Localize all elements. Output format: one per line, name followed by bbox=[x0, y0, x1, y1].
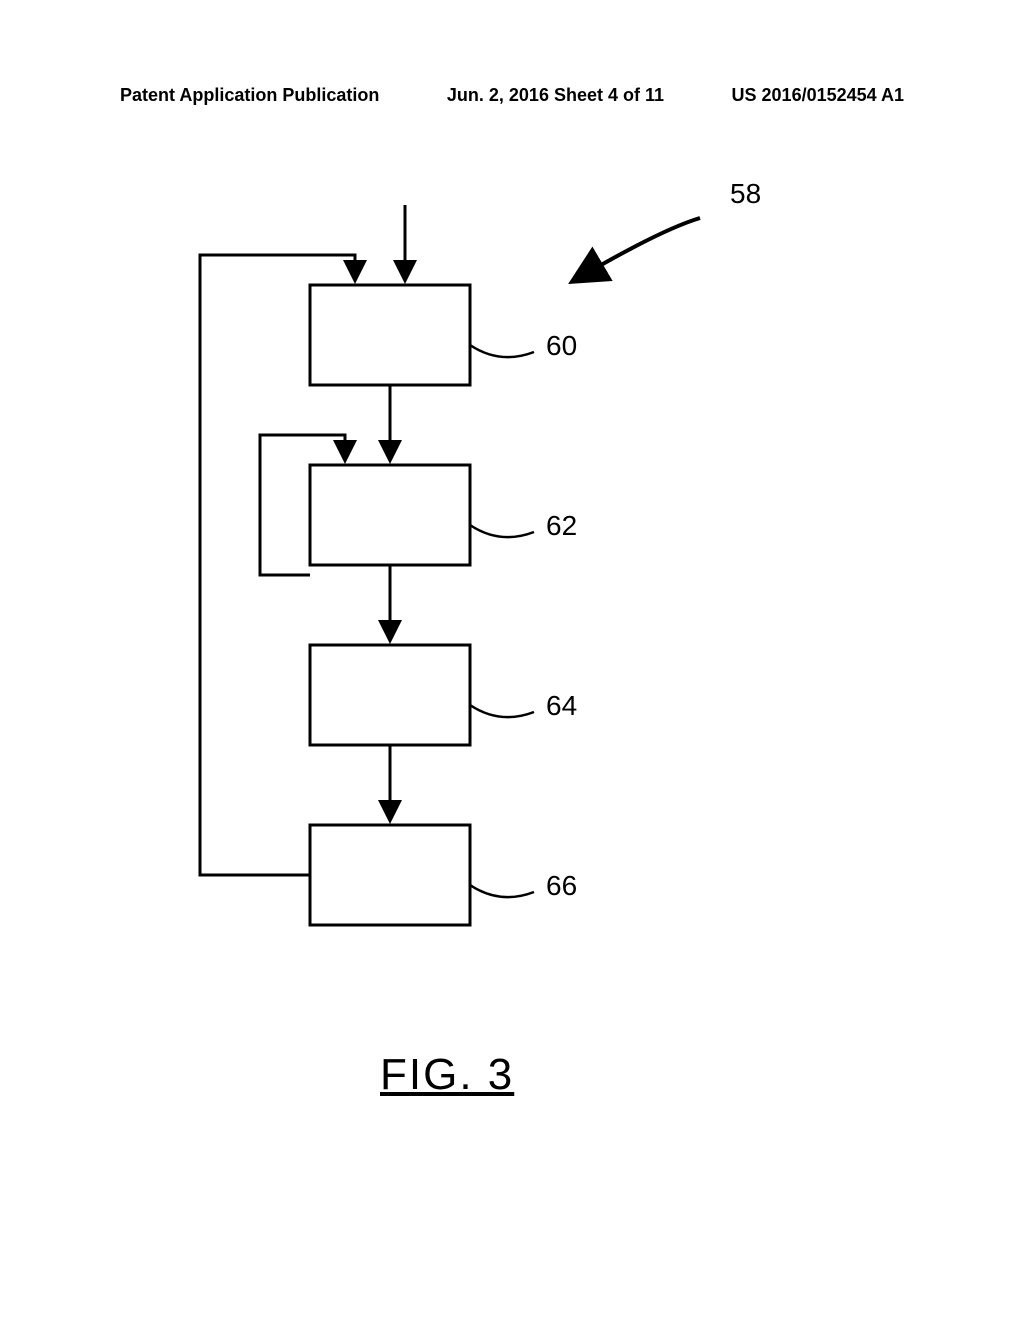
connector-66 bbox=[470, 885, 534, 897]
box-60 bbox=[310, 285, 470, 385]
label-64: 64 bbox=[546, 690, 577, 722]
label-58: 58 bbox=[730, 178, 761, 210]
box-64 bbox=[310, 645, 470, 745]
header-left: Patent Application Publication bbox=[120, 85, 379, 106]
label-60: 60 bbox=[546, 330, 577, 362]
header-right: US 2016/0152454 A1 bbox=[732, 85, 904, 106]
pointer-58 bbox=[575, 218, 700, 280]
header-center: Jun. 2, 2016 Sheet 4 of 11 bbox=[447, 85, 664, 106]
connector-62 bbox=[470, 525, 534, 537]
label-66: 66 bbox=[546, 870, 577, 902]
box-62 bbox=[310, 465, 470, 565]
diagram-svg bbox=[0, 170, 1024, 1070]
page-header: Patent Application Publication Jun. 2, 2… bbox=[0, 85, 1024, 106]
box-66 bbox=[310, 825, 470, 925]
connector-64 bbox=[470, 705, 534, 717]
label-62: 62 bbox=[546, 510, 577, 542]
figure-title: FIG. 3 bbox=[380, 1050, 514, 1100]
flowchart-diagram: 60 62 64 66 58 bbox=[0, 170, 1024, 1070]
connector-60 bbox=[470, 345, 534, 357]
